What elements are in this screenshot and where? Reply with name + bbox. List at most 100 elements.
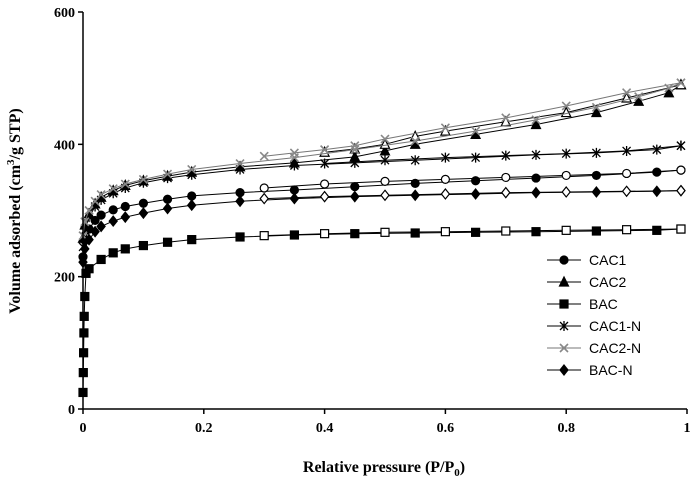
data-point (410, 136, 420, 146)
data-point-desorption (259, 183, 269, 193)
x-tick-label: 1 (684, 421, 691, 436)
series-cac2-n (78, 78, 686, 241)
data-point (531, 186, 541, 199)
data-point (652, 144, 662, 155)
data-point-desorption (289, 148, 299, 158)
y-axis-title-superscript: 3 (5, 159, 17, 165)
x-axis-title-main: Relative pressure (P/P (303, 459, 455, 476)
data-point (187, 235, 197, 245)
data-point-desorption (622, 145, 632, 156)
legend-label: BAC-N (589, 362, 633, 378)
y-tick-label: 200 (54, 271, 75, 286)
data-point-desorption (501, 186, 511, 199)
data-point-desorption (676, 140, 686, 151)
desorption-line (324, 145, 682, 164)
data-point-desorption (621, 168, 632, 179)
data-point (471, 227, 481, 237)
legend-marker (559, 321, 569, 331)
data-point (120, 201, 130, 212)
data-point-desorption (320, 145, 330, 155)
data-point (120, 244, 130, 254)
data-point (138, 198, 148, 208)
data-point-desorption (676, 165, 686, 175)
data-point (84, 264, 94, 274)
data-point (96, 220, 106, 233)
x-axis-title-subscript: 0 (454, 467, 460, 479)
x-axis-title-tail: ) (460, 459, 465, 476)
data-point (90, 225, 100, 238)
data-point (350, 145, 360, 155)
data-point (138, 174, 148, 184)
data-point (410, 228, 420, 238)
data-point (350, 182, 360, 192)
y-axis-title-tail: /g STP) (7, 108, 24, 160)
y-tick-label: 0 (68, 403, 75, 418)
series-cac1-n (78, 140, 686, 252)
data-point (531, 173, 541, 183)
data-point-desorption (561, 170, 571, 181)
data-point (410, 155, 420, 166)
data-point (350, 190, 360, 203)
data-point (162, 169, 173, 179)
data-point (235, 195, 245, 208)
data-point-desorption (561, 101, 571, 111)
data-point (350, 229, 360, 239)
desorption-line (264, 82, 682, 157)
data-point-desorption (621, 91, 633, 103)
plot-area (77, 78, 687, 398)
data-point-desorption (676, 224, 686, 234)
data-point-desorption (320, 158, 330, 169)
data-point (108, 248, 118, 258)
data-point (96, 254, 106, 265)
data-point (80, 291, 90, 302)
data-point (350, 157, 360, 168)
x-tick-label: 0.2 (195, 421, 213, 436)
data-point-desorption (380, 155, 390, 166)
legend: CAC1 CAC2 BAC CAC1-N CAC2-N BAC-N (547, 252, 641, 378)
data-point-desorption (440, 174, 450, 185)
y-tick-label: 400 (54, 138, 75, 153)
data-point-desorption (501, 226, 511, 236)
data-point (633, 94, 645, 106)
data-point (120, 179, 130, 189)
data-point-desorption (259, 151, 269, 161)
legend-marker (559, 343, 569, 353)
data-point-desorption (350, 141, 360, 151)
series-cac2 (77, 78, 687, 243)
data-point (120, 211, 131, 224)
data-point (84, 205, 94, 216)
data-point (591, 170, 602, 181)
data-point-desorption (259, 192, 269, 205)
data-point-desorption (622, 88, 632, 98)
data-point-desorption (561, 148, 571, 159)
data-point-desorption (561, 225, 571, 235)
x-axis-title: Relative pressure (P/P0) (303, 459, 465, 479)
data-point-desorption (676, 184, 686, 197)
y-axis-title: Volume adsorbed (cm3/g STP) (5, 108, 24, 313)
data-point (96, 210, 106, 220)
data-point-desorption (319, 190, 330, 203)
data-point-desorption (380, 176, 390, 186)
data-point-desorption (380, 189, 390, 202)
data-point (80, 217, 90, 227)
data-point (138, 207, 149, 220)
data-point (664, 83, 674, 93)
series-bac-n (78, 184, 686, 269)
data-point (90, 215, 100, 226)
data-point (108, 184, 118, 194)
data-point-desorption (440, 187, 451, 200)
data-point-desorption (621, 225, 632, 235)
data-point (530, 118, 542, 130)
legend-label: CAC2-N (589, 340, 641, 356)
axes: 0 200 400 600 0 0.2 0.4 0.6 0.8 1 (54, 6, 691, 436)
data-point (84, 233, 94, 246)
data-point-desorption (621, 185, 632, 198)
adsorption-line (82, 82, 682, 236)
data-point (591, 226, 602, 236)
data-point (410, 189, 420, 202)
data-point (162, 202, 173, 215)
data-point (79, 311, 89, 321)
data-point (591, 102, 601, 112)
data-point-desorption (561, 186, 571, 198)
